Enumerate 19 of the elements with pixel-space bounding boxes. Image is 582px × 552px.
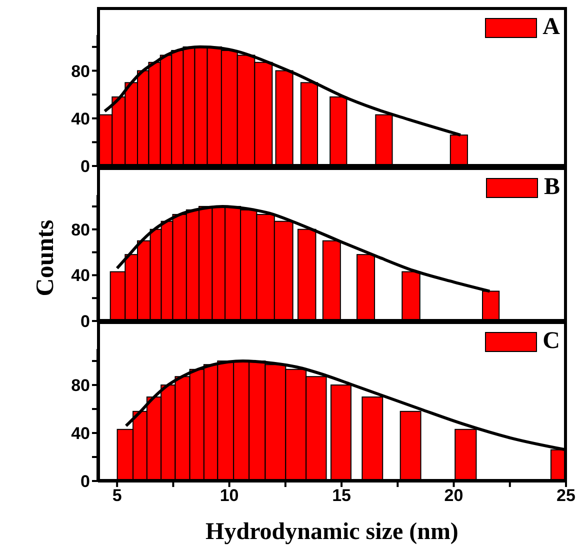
y-tick-label: 40 [71,266,90,286]
x-tick-label: 25 [556,486,576,506]
y-tick-label: 80 [71,376,90,396]
y-tick-label: 0 [80,472,90,492]
x-axis-title: Hydrodynamic size (nm) [206,519,458,545]
x-tick-label: 15 [332,486,351,506]
legend-label: B [544,174,560,201]
x-tick-label: 20 [444,486,464,506]
legend-label: C [542,328,560,355]
y-tick-label: 0 [80,312,90,332]
y-tick-label: 80 [71,220,90,240]
legend-label: A [542,14,560,41]
y-axis-title: Counts [32,220,59,296]
y-tick-label: 40 [71,424,90,444]
x-tick-label: 10 [220,486,239,506]
x-tick-label: 5 [112,486,122,506]
y-tick-label: 40 [71,109,90,128]
y-tick-label: 0 [80,157,90,176]
y-tick-label: 80 [71,62,90,81]
